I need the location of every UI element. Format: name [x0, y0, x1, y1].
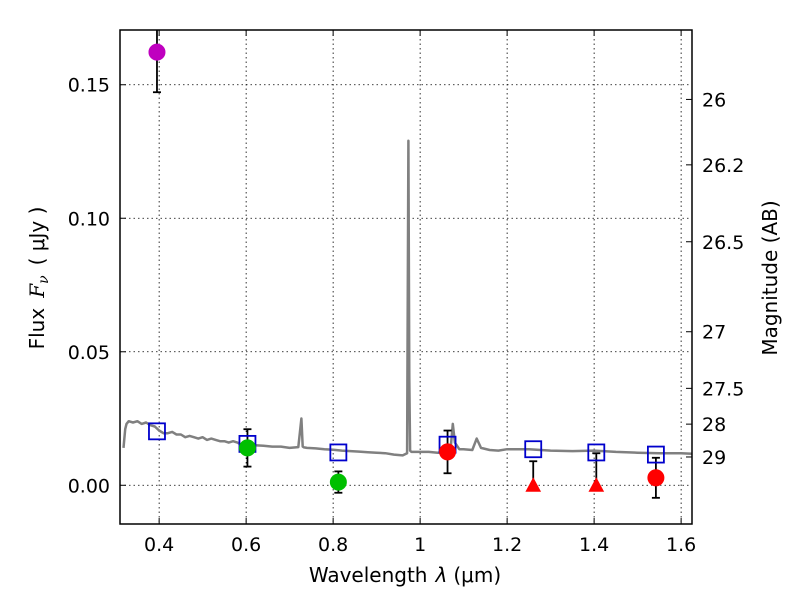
observed-point — [329, 473, 347, 491]
y-axis-label-main: Flux — [25, 308, 49, 350]
grid-lines — [120, 30, 692, 524]
plot-frame — [119, 29, 693, 525]
x-tick-label: 0.6 — [231, 534, 261, 556]
y-tick-label: 0.05 — [68, 342, 110, 364]
right-axis-label: Magnitude (AB) — [758, 200, 782, 355]
observed-point — [439, 443, 457, 461]
y-axis-label: Flux Fν ( μJy ) — [25, 207, 52, 350]
model-spectrum-layer — [122, 139, 693, 457]
right-tick-label: 26 — [702, 89, 726, 111]
right-tick-label: 26.2 — [702, 155, 744, 177]
x-axis-label-main: Wavelength — [309, 563, 428, 587]
right-axis-ticks: 26 26.2 26.5 27 27.5 28 29 — [686, 89, 744, 469]
x-axis-ticks: 0.4 0.6 0.8 1 1.2 1.4 1.6 — [144, 30, 696, 556]
x-tick-label: 0.4 — [144, 534, 174, 556]
y-axis-label-unit: ( μJy ) — [25, 207, 49, 266]
model-photometry-square — [148, 422, 166, 441]
model-photometry-square — [587, 443, 606, 462]
observed-point — [148, 43, 166, 61]
right-tick-label: 29 — [702, 447, 726, 469]
y-tick-label: 0.00 — [68, 475, 110, 497]
y-axis-label-sub: ν — [36, 275, 52, 284]
observed-point — [238, 439, 256, 457]
x-axis-label-var: λ — [435, 563, 448, 587]
y-tick-label: 0.15 — [68, 75, 110, 97]
model-photometry-square — [329, 443, 348, 462]
x-axis-label: Wavelength λ (μm) — [309, 563, 501, 587]
data-markers-layer — [148, 30, 665, 499]
right-tick-label: 27 — [702, 322, 726, 344]
right-tick-label: 28 — [702, 414, 726, 436]
x-tick-label: 1.2 — [492, 534, 522, 556]
right-tick-label: 27.5 — [702, 378, 744, 400]
upper-limit-triangle — [525, 477, 542, 492]
x-axis-label-unit: (μm) — [453, 563, 501, 587]
model-photometry-square — [646, 445, 665, 464]
observed-point — [647, 469, 665, 487]
y-axis-label-var: F — [25, 283, 49, 299]
model-photometry-square — [524, 440, 543, 459]
upper-limit-triangle — [588, 477, 605, 492]
x-tick-label: 1.4 — [579, 534, 609, 556]
y-tick-label: 0.10 — [68, 208, 110, 230]
x-tick-label: 1.6 — [666, 534, 696, 556]
right-tick-label: 26.5 — [702, 232, 744, 254]
model-spectrum-line — [122, 139, 693, 457]
x-tick-label: 1 — [414, 534, 426, 556]
y-axis-ticks: 0.00 0.05 0.10 0.15 — [68, 75, 126, 497]
x-tick-label: 0.8 — [318, 534, 348, 556]
